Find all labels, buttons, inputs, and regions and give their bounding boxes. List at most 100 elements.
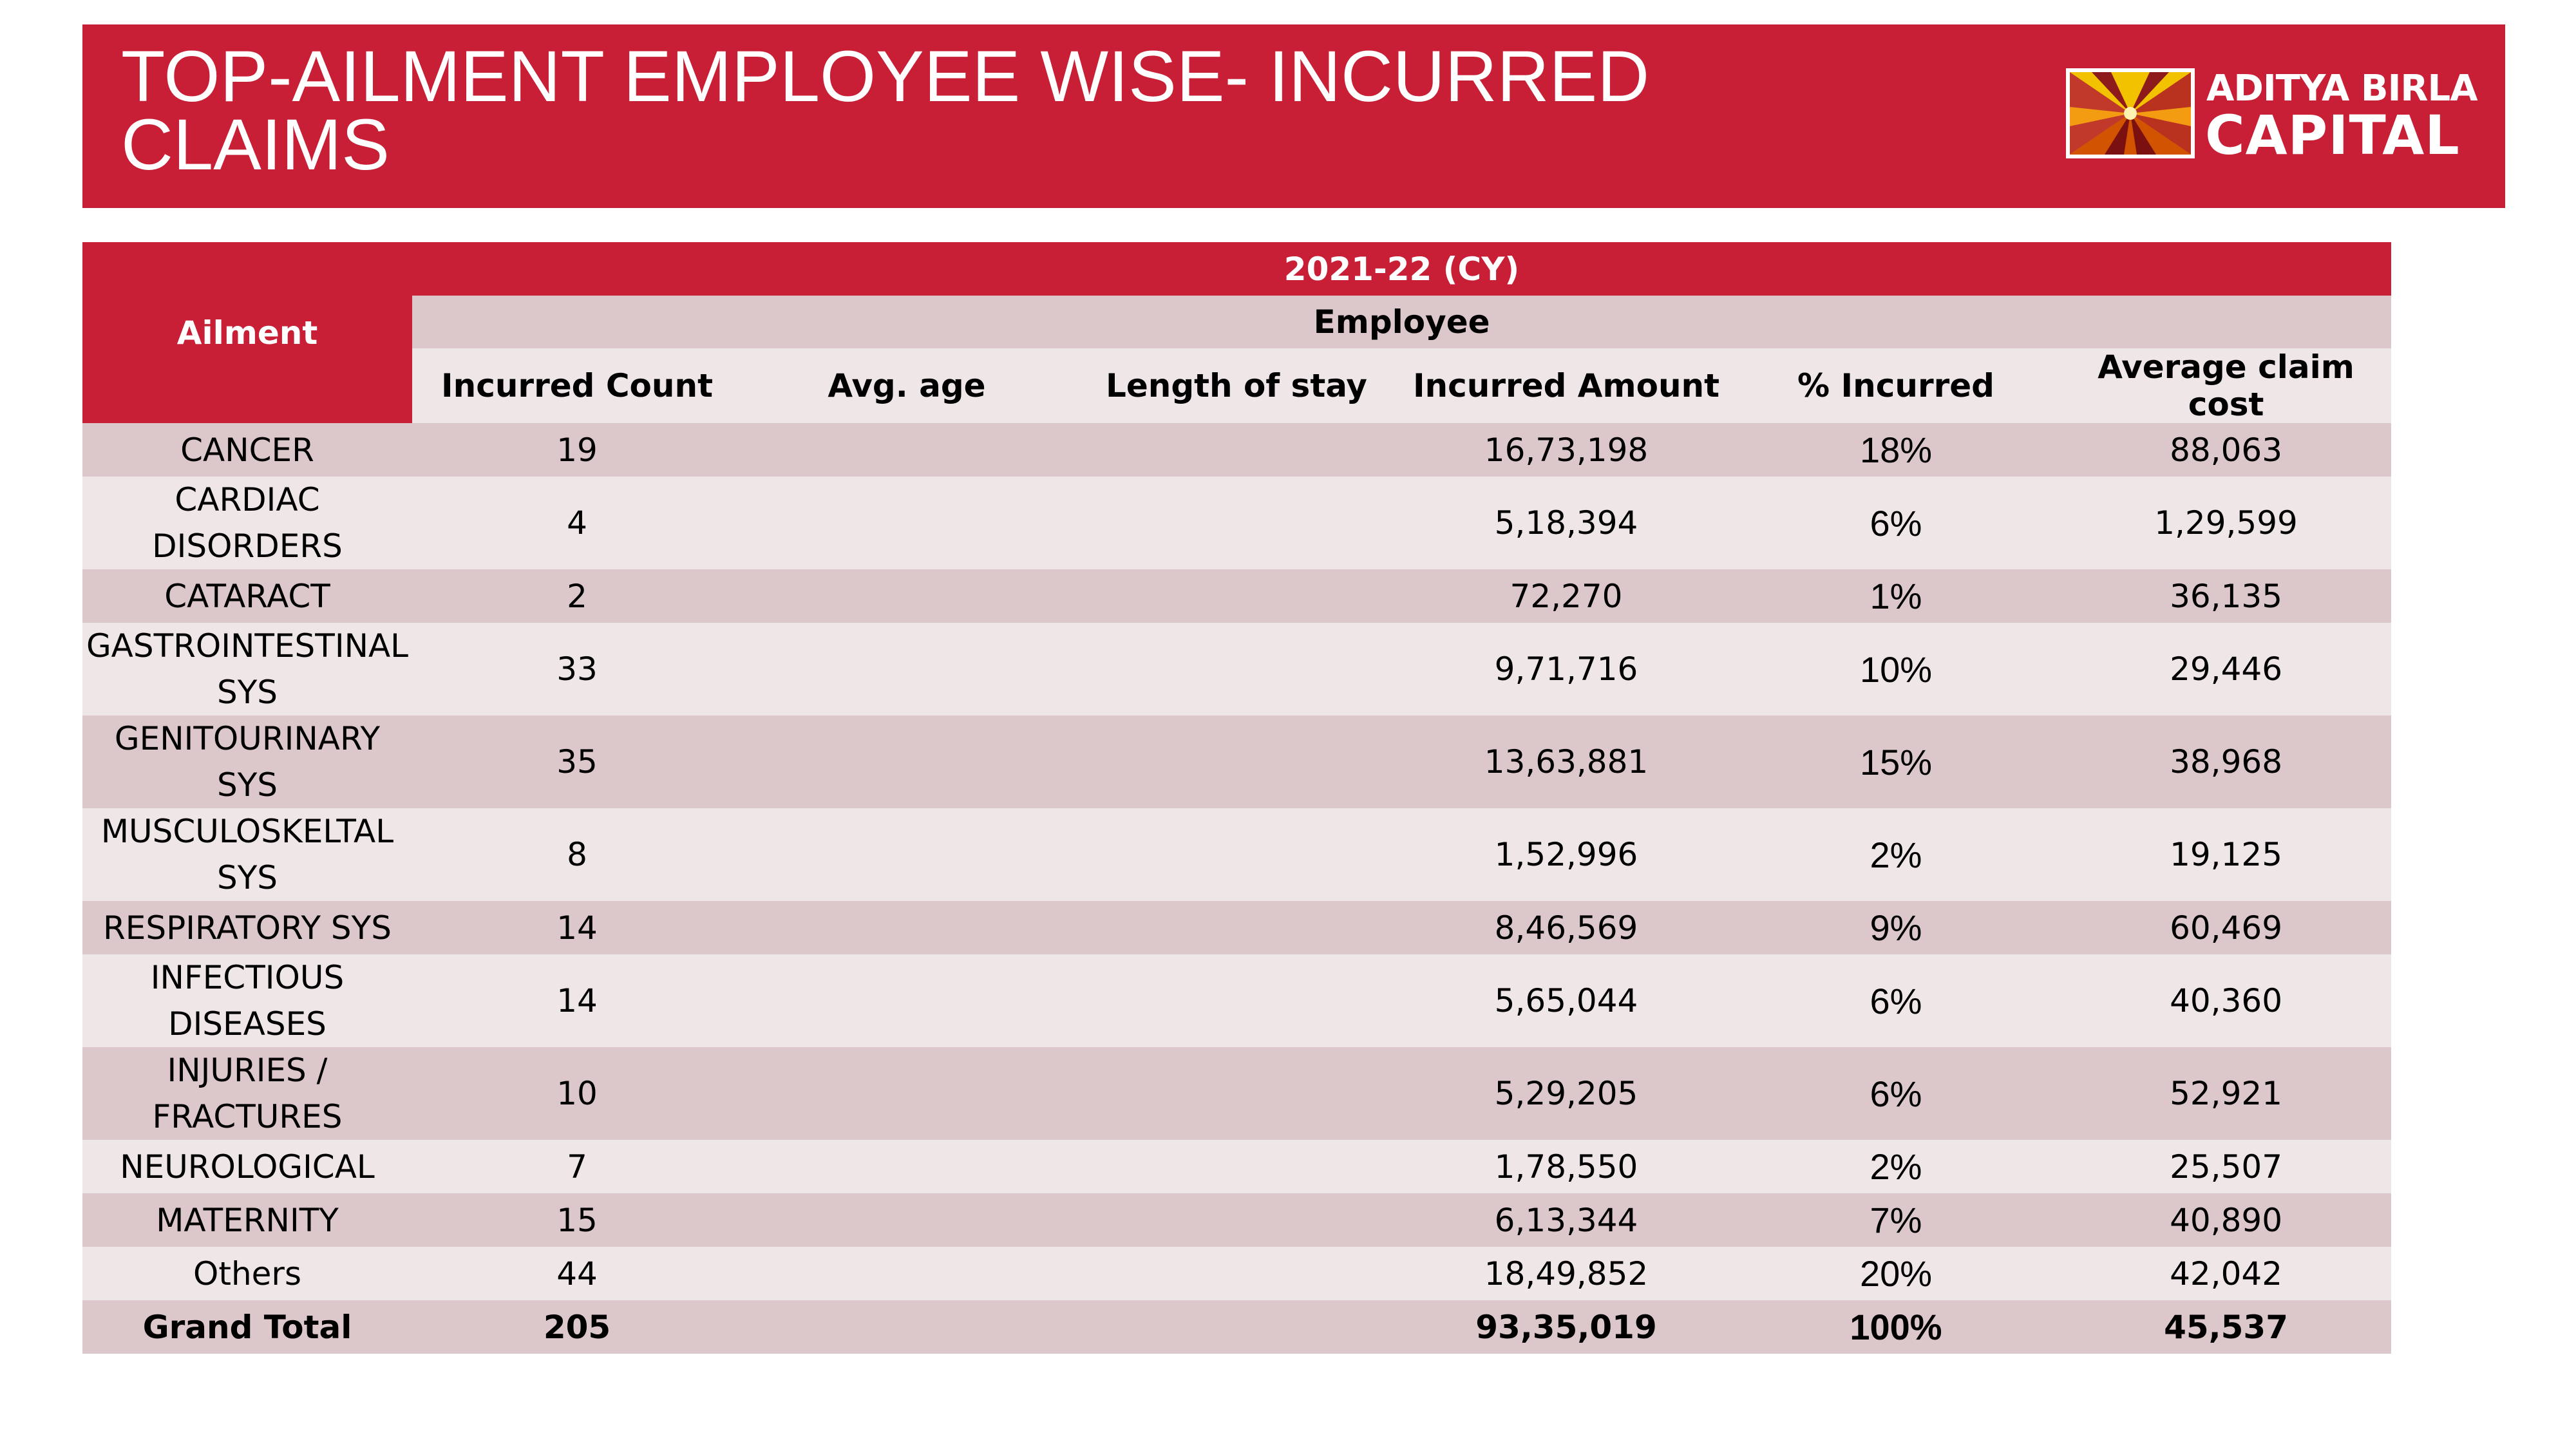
average-claim-cost-cell: 38,968: [2061, 715, 2392, 808]
ailment-cell: NEUROLOGICAL: [82, 1140, 412, 1193]
incurred-count-cell: 19: [412, 423, 742, 477]
table-row: GENITOURINARY SYS 35 13,63,881 15% 38,96…: [82, 715, 2392, 808]
length-of-stay-cell: [1072, 1300, 1401, 1354]
logo-line-2: CAPITAL: [2205, 104, 2460, 167]
average-claim-cost-cell: 25,507: [2061, 1140, 2392, 1193]
column-header-avg-age: Avg. age: [742, 348, 1072, 423]
pct-incurred-cell: 6%: [1731, 477, 2061, 569]
avg-age-cell: [742, 954, 1072, 1047]
pct-incurred-cell: 20%: [1731, 1247, 2061, 1300]
column-header-incurred-amount: Incurred Amount: [1401, 348, 1731, 423]
length-of-stay-cell: [1072, 477, 1401, 569]
column-header-length-of-stay: Length of stay: [1072, 348, 1401, 423]
avg-age-cell: [742, 1047, 1072, 1140]
column-header-average-claim-cost: Average claim cost: [2061, 348, 2392, 423]
brand-logo: ADITYA BIRLA CAPITAL: [2066, 68, 2478, 166]
incurred-count-cell: 7: [412, 1140, 742, 1193]
average-claim-cost-cell: 40,360: [2061, 954, 2392, 1047]
ailment-cell: MATERNITY: [82, 1193, 412, 1247]
incurred-count-cell: 10: [412, 1047, 742, 1140]
average-claim-cost-cell: 1,29,599: [2061, 477, 2392, 569]
table-row: Others 44 18,49,852 20% 42,042: [82, 1247, 2392, 1300]
incurred-amount-cell: 6,13,344: [1401, 1193, 1731, 1247]
incurred-count-cell: 2: [412, 569, 742, 623]
ailment-header: Ailment: [82, 242, 412, 423]
ailment-cell: CATARACT: [82, 569, 412, 623]
length-of-stay-cell: [1072, 954, 1401, 1047]
avg-age-cell: [742, 901, 1072, 954]
avg-age-cell: [742, 1140, 1072, 1193]
page-title: TOP-AILMENT EMPLOYEE WISE- INCURRED CLAI…: [121, 36, 1650, 185]
pct-incurred-cell: 2%: [1731, 808, 2061, 901]
ailment-cell: GASTROINTESTINAL SYS: [82, 623, 412, 715]
incurred-amount-cell: 72,270: [1401, 569, 1731, 623]
length-of-stay-cell: [1072, 901, 1401, 954]
average-claim-cost-cell: 88,063: [2061, 423, 2392, 477]
incurred-amount-cell: 1,78,550: [1401, 1140, 1731, 1193]
incurred-amount-cell: 8,46,569: [1401, 901, 1731, 954]
avg-age-cell: [742, 477, 1072, 569]
column-header-incurred-count: Incurred Count: [412, 348, 742, 423]
average-claim-cost-cell: 45,537: [2061, 1300, 2392, 1354]
incurred-amount-cell: 18,49,852: [1401, 1247, 1731, 1300]
table-row: GASTROINTESTINAL SYS 33 9,71,716 10% 29,…: [82, 623, 2392, 715]
incurred-count-cell: 14: [412, 901, 742, 954]
avg-age-cell: [742, 808, 1072, 901]
column-header-pct-incurred: % Incurred: [1731, 348, 2061, 423]
average-claim-cost-cell: 40,890: [2061, 1193, 2392, 1247]
table-row: MUSCULOSKELTAL SYS 8 1,52,996 2% 19,125: [82, 808, 2392, 901]
pct-incurred-cell: 10%: [1731, 623, 2061, 715]
pct-incurred-cell: 6%: [1731, 954, 2061, 1047]
avg-age-cell: [742, 423, 1072, 477]
avg-age-cell: [742, 715, 1072, 808]
claims-table: Ailment 2021-22 (CY) Employee Incurred C…: [82, 242, 2392, 1354]
ailment-cell: MUSCULOSKELTAL SYS: [82, 808, 412, 901]
length-of-stay-cell: [1072, 808, 1401, 901]
sunburst-logo-icon: [2066, 68, 2195, 158]
period-header: 2021-22 (CY): [412, 242, 2392, 296]
length-of-stay-cell: [1072, 1140, 1401, 1193]
ailment-cell: Grand Total: [82, 1300, 412, 1354]
pct-incurred-cell: 7%: [1731, 1193, 2061, 1247]
length-of-stay-cell: [1072, 569, 1401, 623]
pct-incurred-cell: 9%: [1731, 901, 2061, 954]
length-of-stay-cell: [1072, 1193, 1401, 1247]
pct-incurred-cell: 2%: [1731, 1140, 2061, 1193]
length-of-stay-cell: [1072, 1247, 1401, 1300]
incurred-count-cell: 14: [412, 954, 742, 1047]
incurred-count-cell: 44: [412, 1247, 742, 1300]
average-claim-cost-cell: 52,921: [2061, 1047, 2392, 1140]
average-claim-cost-cell: 60,469: [2061, 901, 2392, 954]
incurred-count-cell: 33: [412, 623, 742, 715]
pct-incurred-cell: 15%: [1731, 715, 2061, 808]
incurred-amount-cell: 5,29,205: [1401, 1047, 1731, 1140]
incurred-count-cell: 8: [412, 808, 742, 901]
table-row: CANCER 19 16,73,198 18% 88,063: [82, 423, 2392, 477]
incurred-count-cell: 4: [412, 477, 742, 569]
incurred-count-cell: 35: [412, 715, 742, 808]
incurred-amount-cell: 16,73,198: [1401, 423, 1731, 477]
group-header: Employee: [412, 296, 2392, 348]
table-row: RESPIRATORY SYS 14 8,46,569 9% 60,469: [82, 901, 2392, 954]
logo-line-1: ADITYA BIRLA: [2206, 68, 2478, 109]
grand-total-row: Grand Total 205 93,35,019 100% 45,537: [82, 1300, 2392, 1354]
table-row: INFECTIOUS DISEASES 14 5,65,044 6% 40,36…: [82, 954, 2392, 1047]
length-of-stay-cell: [1072, 423, 1401, 477]
table-row: CARDIAC DISORDERS 4 5,18,394 6% 1,29,599: [82, 477, 2392, 569]
incurred-count-cell: 205: [412, 1300, 742, 1354]
average-claim-cost-cell: 19,125: [2061, 808, 2392, 901]
length-of-stay-cell: [1072, 623, 1401, 715]
average-claim-cost-cell: 36,135: [2061, 569, 2392, 623]
table-row: NEUROLOGICAL 7 1,78,550 2% 25,507: [82, 1140, 2392, 1193]
avg-age-cell: [742, 1300, 1072, 1354]
avg-age-cell: [742, 1247, 1072, 1300]
pct-incurred-cell: 6%: [1731, 1047, 2061, 1140]
ailment-cell: CANCER: [82, 423, 412, 477]
avg-age-cell: [742, 623, 1072, 715]
ailment-cell: CARDIAC DISORDERS: [82, 477, 412, 569]
average-claim-cost-cell: 42,042: [2061, 1247, 2392, 1300]
pct-incurred-cell: 1%: [1731, 569, 2061, 623]
ailment-cell: INJURIES / FRACTURES: [82, 1047, 412, 1140]
incurred-amount-cell: 5,18,394: [1401, 477, 1731, 569]
table-row: CATARACT 2 72,270 1% 36,135: [82, 569, 2392, 623]
